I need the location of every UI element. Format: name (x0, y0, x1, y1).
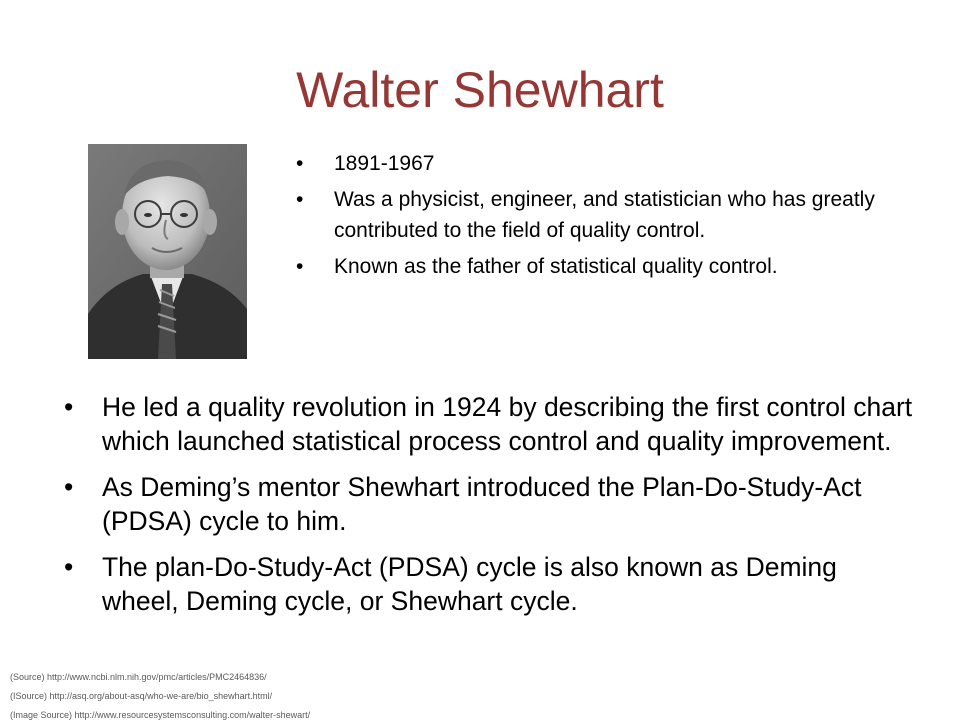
bio-bullet-item: • Known as the father of statistical qua… (296, 251, 916, 282)
main-bullet-item: • The plan-Do-Study-Act (PDSA) cycle is … (64, 550, 914, 618)
main-bullet-text: As Deming’s mentor Shewhart introduced t… (102, 472, 862, 536)
source-citation: (ISource) http://asq.org/about-asq/who-w… (10, 691, 273, 701)
bio-bullet-text: Known as the father of statistical quali… (334, 255, 778, 278)
main-bullet-item: • He led a quality revolution in 1924 by… (64, 390, 914, 458)
main-bullet-list: • He led a quality revolution in 1924 by… (64, 390, 914, 630)
slide-title: Walter Shewhart (296, 62, 664, 118)
main-bullet-text: He led a quality revolution in 1924 by d… (102, 392, 913, 456)
bullet-icon: • (296, 188, 304, 211)
bullet-icon: • (64, 472, 74, 502)
main-bullet-item: • As Deming’s mentor Shewhart introduced… (64, 470, 914, 538)
bullet-icon: • (64, 552, 74, 582)
bio-bullet-text: 1891-1967 (334, 152, 435, 175)
bio-bullet-list: • 1891-1967 • Was a physicist, engineer,… (296, 148, 916, 287)
bio-bullet-item: • 1891-1967 (296, 148, 916, 179)
bio-bullet-item: • Was a physicist, engineer, and statist… (296, 184, 916, 246)
bullet-icon: • (296, 152, 304, 175)
source-citation: (Image Source) http://www.resourcesystem… (10, 710, 311, 720)
bullet-icon: • (296, 255, 304, 278)
main-bullet-text: The plan-Do-Study-Act (PDSA) cycle is al… (102, 552, 837, 616)
bullet-icon: • (64, 392, 74, 422)
bio-bullet-text: Was a physicist, engineer, and statistic… (334, 188, 875, 242)
source-citation: (Source) http://www.ncbi.nlm.nih.gov/pmc… (10, 672, 267, 682)
portrait-photo (88, 144, 247, 359)
source-citations: (Source) http://www.ncbi.nlm.nih.gov/pmc… (10, 668, 610, 725)
